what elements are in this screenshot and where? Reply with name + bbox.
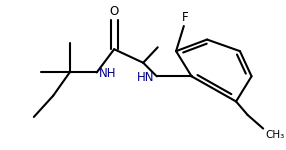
Text: HN: HN [137, 71, 155, 84]
Text: O: O [110, 5, 119, 18]
Text: F: F [182, 11, 188, 24]
Text: CH₃: CH₃ [265, 130, 284, 141]
Text: NH: NH [99, 67, 116, 80]
